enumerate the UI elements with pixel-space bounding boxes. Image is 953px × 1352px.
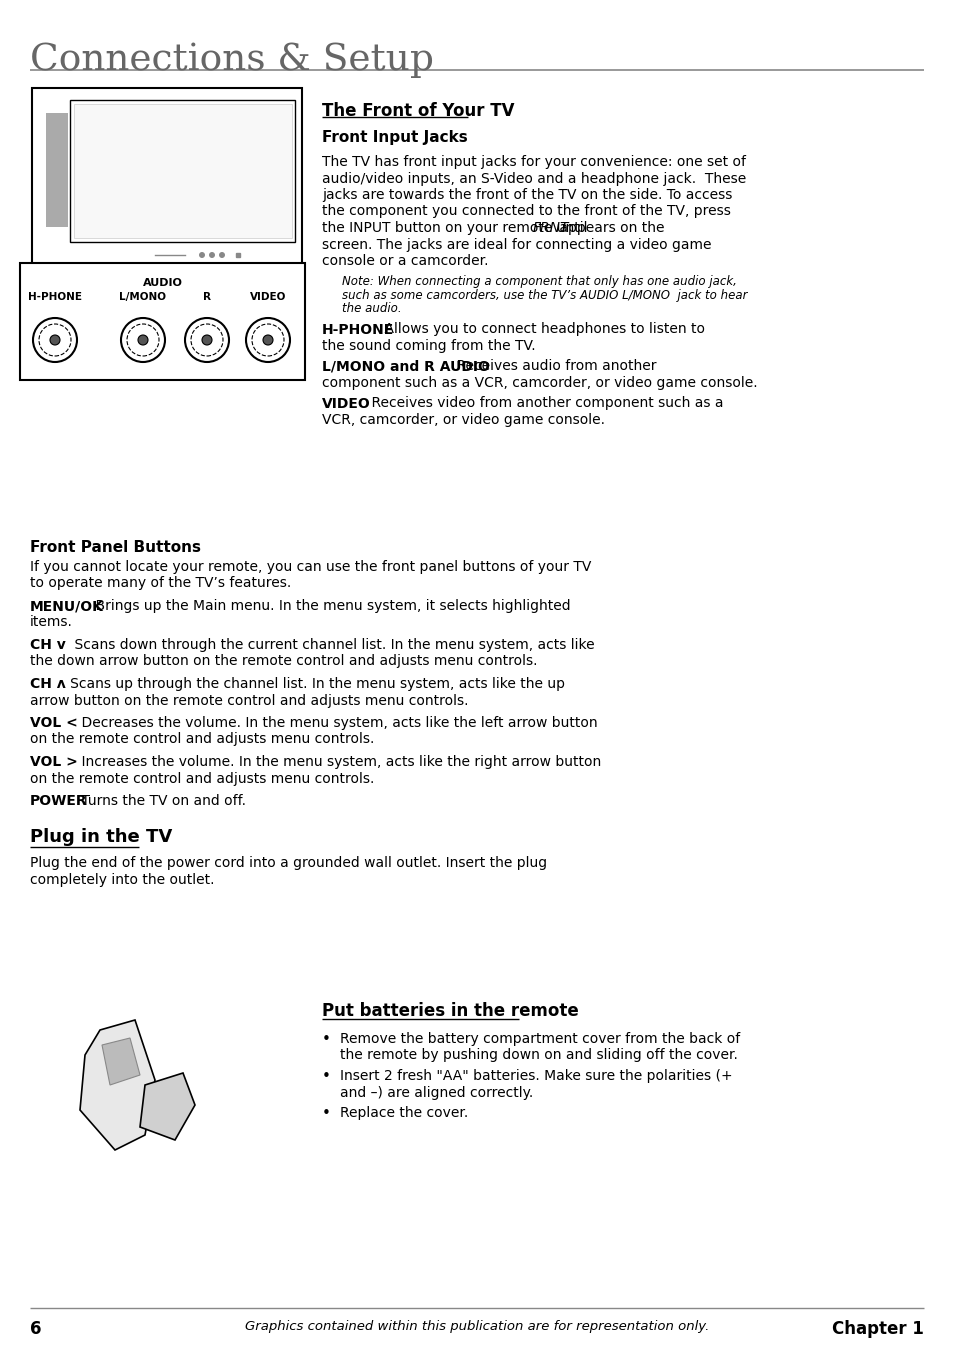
Text: the audio.: the audio. bbox=[341, 303, 401, 315]
Text: Receives audio from another: Receives audio from another bbox=[438, 360, 656, 373]
Text: Front Input Jacks: Front Input Jacks bbox=[322, 130, 467, 145]
Circle shape bbox=[246, 318, 290, 362]
Text: The Front of Your TV: The Front of Your TV bbox=[322, 101, 514, 120]
Bar bbox=[32, 88, 302, 265]
Text: Turns the TV on and off.: Turns the TV on and off. bbox=[64, 794, 246, 808]
Text: VIDEO: VIDEO bbox=[250, 292, 286, 301]
Text: Note: When connecting a component that only has one audio jack,: Note: When connecting a component that o… bbox=[341, 274, 736, 288]
Text: Connections & Setup: Connections & Setup bbox=[30, 42, 434, 78]
Text: items.: items. bbox=[30, 615, 72, 630]
Text: Put batteries in the remote: Put batteries in the remote bbox=[322, 1002, 578, 1019]
Text: component such as a VCR, camcorder, or video game console.: component such as a VCR, camcorder, or v… bbox=[322, 376, 757, 389]
Circle shape bbox=[252, 324, 284, 356]
Text: to operate many of the TV’s features.: to operate many of the TV’s features. bbox=[30, 576, 291, 591]
Circle shape bbox=[199, 251, 205, 258]
Circle shape bbox=[185, 318, 229, 362]
Text: L/MONO and R AUDIO: L/MONO and R AUDIO bbox=[322, 360, 489, 373]
Circle shape bbox=[127, 324, 159, 356]
Text: completely into the outlet.: completely into the outlet. bbox=[30, 873, 214, 887]
Circle shape bbox=[121, 318, 165, 362]
Text: VIDEO: VIDEO bbox=[322, 396, 371, 411]
Circle shape bbox=[50, 335, 60, 345]
Bar bbox=[70, 100, 294, 242]
Text: and –) are aligned correctly.: and –) are aligned correctly. bbox=[339, 1086, 533, 1099]
Text: appears on the: appears on the bbox=[555, 220, 664, 235]
Text: Insert 2 fresh "AA" batteries. Make sure the polarities (+: Insert 2 fresh "AA" batteries. Make sure… bbox=[339, 1069, 732, 1083]
Circle shape bbox=[33, 318, 77, 362]
Text: the component you connected to the front of the TV, press: the component you connected to the front… bbox=[322, 204, 730, 219]
Text: the remote by pushing down on and sliding off the cover.: the remote by pushing down on and slidin… bbox=[339, 1049, 737, 1063]
Bar bbox=[20, 264, 305, 380]
Text: on the remote control and adjusts menu controls.: on the remote control and adjusts menu c… bbox=[30, 772, 374, 786]
Text: VOL <: VOL < bbox=[30, 717, 77, 730]
Text: Front Panel Buttons: Front Panel Buttons bbox=[30, 539, 201, 556]
Circle shape bbox=[138, 335, 148, 345]
Text: CH v: CH v bbox=[30, 638, 66, 652]
Circle shape bbox=[209, 251, 214, 258]
Text: AUDIO: AUDIO bbox=[143, 279, 183, 288]
Text: R: R bbox=[203, 292, 211, 301]
Text: CH ʌ: CH ʌ bbox=[30, 677, 66, 691]
Polygon shape bbox=[80, 1019, 154, 1151]
Text: Decreases the volume. In the menu system, acts like the left arrow button: Decreases the volume. In the menu system… bbox=[64, 717, 597, 730]
Text: audio/video inputs, an S-Video and a headphone jack.  These: audio/video inputs, an S-Video and a hea… bbox=[322, 172, 745, 185]
Bar bbox=[46, 114, 68, 227]
Text: Chapter 1: Chapter 1 bbox=[831, 1320, 923, 1338]
Circle shape bbox=[39, 324, 71, 356]
Circle shape bbox=[219, 251, 225, 258]
Text: arrow button on the remote control and adjusts menu controls.: arrow button on the remote control and a… bbox=[30, 694, 468, 707]
Polygon shape bbox=[140, 1073, 194, 1140]
Circle shape bbox=[191, 324, 223, 356]
Text: jacks are towards the front of the TV on the side. To access: jacks are towards the front of the TV on… bbox=[322, 188, 732, 201]
Text: Plug in the TV: Plug in the TV bbox=[30, 829, 172, 846]
Text: such as some camcorders, use the TV’s AUDIO L/MONO  jack to hear: such as some camcorders, use the TV’s AU… bbox=[341, 288, 747, 301]
Text: on the remote control and adjusts menu controls.: on the remote control and adjusts menu c… bbox=[30, 733, 374, 746]
Text: L/MONO: L/MONO bbox=[119, 292, 167, 301]
Text: Brings up the Main menu. In the menu system, it selects highlighted: Brings up the Main menu. In the menu sys… bbox=[77, 599, 570, 612]
Text: the down arrow button on the remote control and adjusts menu controls.: the down arrow button on the remote cont… bbox=[30, 654, 537, 668]
Text: Replace the cover.: Replace the cover. bbox=[339, 1106, 468, 1119]
Text: 6: 6 bbox=[30, 1320, 42, 1338]
Text: the INPUT button on your remote until: the INPUT button on your remote until bbox=[322, 220, 591, 235]
Text: •: • bbox=[322, 1106, 331, 1121]
Text: the sound coming from the TV.: the sound coming from the TV. bbox=[322, 339, 535, 353]
Circle shape bbox=[202, 335, 212, 345]
Text: Increases the volume. In the menu system, acts like the right arrow button: Increases the volume. In the menu system… bbox=[64, 754, 600, 769]
Text: VCR, camcorder, or video game console.: VCR, camcorder, or video game console. bbox=[322, 412, 604, 427]
Text: Receives video from another component such as a: Receives video from another component su… bbox=[355, 396, 723, 411]
Text: POWER: POWER bbox=[30, 794, 88, 808]
Text: H-PHONE: H-PHONE bbox=[322, 323, 394, 337]
Text: VOL >: VOL > bbox=[30, 754, 77, 769]
Polygon shape bbox=[102, 1038, 140, 1086]
Bar bbox=[74, 104, 292, 238]
Text: console or a camcorder.: console or a camcorder. bbox=[322, 254, 488, 268]
Text: The TV has front input jacks for your convenience: one set of: The TV has front input jacks for your co… bbox=[322, 155, 745, 169]
Text: H-PHONE: H-PHONE bbox=[28, 292, 82, 301]
Text: •: • bbox=[322, 1032, 331, 1046]
Text: Remove the battery compartment cover from the back of: Remove the battery compartment cover fro… bbox=[339, 1032, 740, 1046]
Text: MENU/OK: MENU/OK bbox=[30, 599, 104, 612]
Text: Scans down through the current channel list. In the menu system, acts like: Scans down through the current channel l… bbox=[57, 638, 595, 652]
Text: Scans up through the channel list. In the menu system, acts like the up: Scans up through the channel list. In th… bbox=[57, 677, 564, 691]
Text: Plug the end of the power cord into a grounded wall outlet. Insert the plug: Plug the end of the power cord into a gr… bbox=[30, 857, 547, 871]
Text: Graphics contained within this publication are for representation only.: Graphics contained within this publicati… bbox=[245, 1320, 708, 1333]
Text: Allows you to connect headphones to listen to: Allows you to connect headphones to list… bbox=[367, 323, 705, 337]
Text: FRNT: FRNT bbox=[533, 220, 569, 235]
Text: If you cannot locate your remote, you can use the front panel buttons of your TV: If you cannot locate your remote, you ca… bbox=[30, 560, 591, 575]
Text: screen. The jacks are ideal for connecting a video game: screen. The jacks are ideal for connecti… bbox=[322, 238, 711, 251]
Circle shape bbox=[263, 335, 273, 345]
Text: •: • bbox=[322, 1069, 331, 1084]
